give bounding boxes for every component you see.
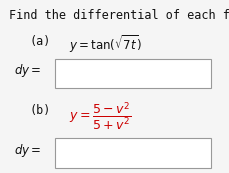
- FancyBboxPatch shape: [55, 59, 211, 88]
- Text: $y = \tan(\sqrt{7t})$: $y = \tan(\sqrt{7t})$: [69, 33, 142, 54]
- Text: $dy =$: $dy =$: [14, 62, 41, 79]
- Text: (b): (b): [30, 104, 51, 117]
- FancyBboxPatch shape: [55, 138, 211, 168]
- Text: (a): (a): [30, 35, 51, 48]
- Text: $dy =$: $dy =$: [14, 142, 41, 159]
- Text: Find the differential of each function.: Find the differential of each function.: [9, 9, 229, 22]
- Text: $y = \dfrac{5 - v^2}{5 + v^2}$: $y = \dfrac{5 - v^2}{5 + v^2}$: [69, 100, 131, 132]
